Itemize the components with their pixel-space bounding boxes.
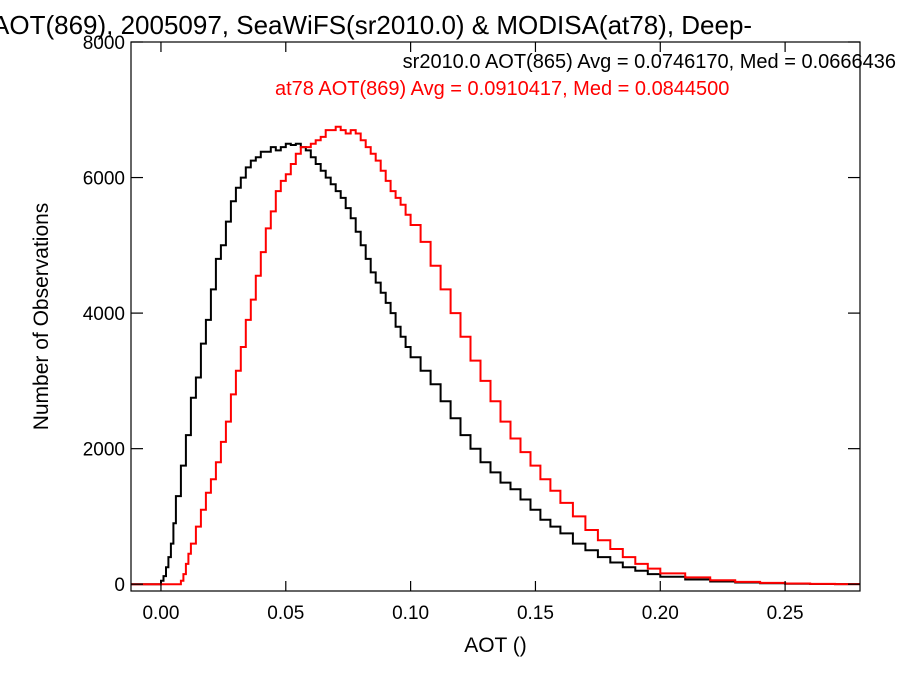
x-tick-label: 0.05 [267, 603, 304, 624]
legend-entry-at78: at78 AOT(869) Avg = 0.0910417, Med = 0.0… [275, 78, 729, 100]
y-tick-label: 6000 [83, 169, 125, 190]
x-tick-label: 0.15 [517, 603, 554, 624]
x-tick-label: 0.25 [767, 603, 804, 624]
y-tick-label: 8000 [83, 33, 125, 54]
x-tick-label: 0.20 [642, 603, 679, 624]
x-tick-label: 0.10 [392, 603, 429, 624]
x-axis-title: AOT () [464, 634, 527, 657]
chart-title: AOT(869), 2005097, SeaWiFS(sr2010.0) & M… [0, 10, 752, 40]
plot-frame [130, 41, 861, 592]
y-tick-label: 4000 [83, 304, 125, 325]
series-line-1 [131, 125, 860, 586]
y-tick-label: 2000 [83, 440, 125, 461]
y-tick-label: 0 [114, 575, 125, 596]
series-line-0 [131, 142, 860, 586]
y-axis-title: Number of Observations [30, 203, 53, 431]
x-tick-label: 0.00 [142, 603, 179, 624]
legend-entry-sr2010: sr2010.0 AOT(865) Avg = 0.0746170, Med =… [403, 51, 896, 73]
